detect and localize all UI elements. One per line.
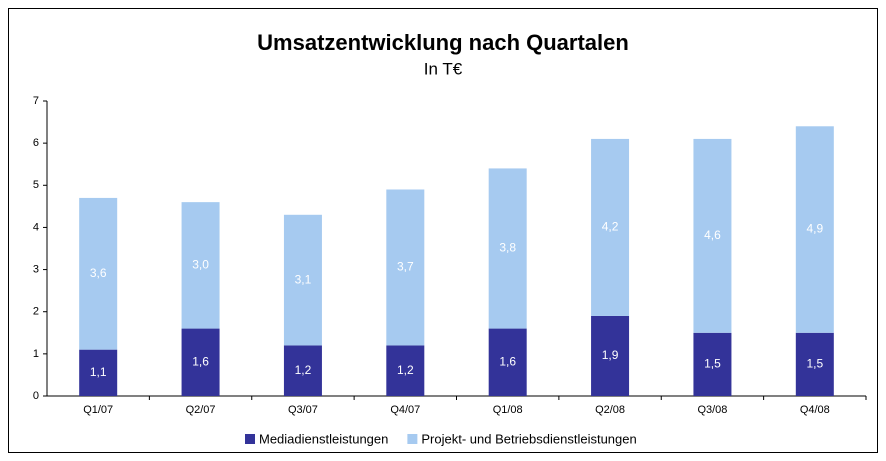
y-tick-label: 3	[33, 263, 39, 275]
bar-segment	[283, 345, 322, 396]
value-label: 3,0	[192, 258, 209, 272]
y-tick-label: 5	[33, 179, 39, 191]
x-tick-label: Q2/08	[595, 404, 625, 416]
y-tick-label: 2	[33, 306, 39, 318]
value-label: 1,5	[806, 357, 823, 371]
value-label: 4,9	[806, 222, 823, 236]
bar-segment	[693, 332, 732, 396]
x-tick-label: Q1/07	[83, 404, 113, 416]
bar-segment	[79, 197, 118, 350]
chart-title: Umsatzentwicklung nach Quartalen	[257, 30, 629, 55]
bar-segment	[283, 214, 322, 346]
value-label: 1,1	[90, 365, 107, 379]
x-tick-label: Q1/08	[493, 404, 523, 416]
bar-segment	[693, 138, 732, 333]
bar-segment	[795, 332, 834, 396]
value-label: 1,5	[704, 357, 721, 371]
legend-swatch	[407, 434, 418, 444]
value-label: 4,6	[704, 228, 721, 242]
bar-segment	[591, 315, 630, 396]
x-tick-label: Q4/07	[390, 404, 420, 416]
chart-subtitle: In T€	[424, 59, 463, 78]
y-tick-label: 7	[33, 95, 39, 107]
value-label: 3,6	[90, 266, 107, 280]
x-tick-label: Q3/07	[288, 404, 318, 416]
value-label: 1,6	[499, 354, 516, 368]
y-tick-label: 4	[33, 221, 39, 233]
bar-segment	[181, 202, 220, 329]
legend-label: Mediadienstleistungen	[259, 431, 388, 446]
x-tick-label: Q4/08	[800, 404, 830, 416]
value-label: 4,2	[602, 220, 619, 234]
value-label: 3,7	[397, 260, 414, 274]
value-label: 1,6	[192, 354, 209, 368]
y-tick-label: 1	[33, 348, 39, 360]
legend-label: Projekt- und Betriebsdienstleistungen	[421, 431, 636, 446]
value-label: 1,2	[397, 363, 414, 377]
bar-segment	[795, 126, 834, 333]
bar-segment	[591, 138, 630, 316]
legend-swatch	[245, 434, 255, 444]
bar-segment	[488, 328, 527, 396]
chart-border	[8, 8, 878, 453]
x-tick-label: Q3/08	[697, 404, 727, 416]
bar-segment	[79, 349, 118, 396]
x-tick-label: Q2/07	[186, 404, 216, 416]
bar-segment	[488, 168, 527, 329]
bar-segment	[386, 345, 425, 396]
value-label: 1,2	[295, 363, 312, 377]
value-label: 3,8	[499, 241, 516, 255]
y-tick-label: 6	[33, 137, 39, 149]
bar-segment	[386, 189, 425, 346]
value-label: 1,9	[602, 348, 619, 362]
value-label: 3,1	[295, 272, 312, 286]
bar-segment	[181, 328, 220, 396]
y-tick-label: 0	[33, 390, 39, 402]
